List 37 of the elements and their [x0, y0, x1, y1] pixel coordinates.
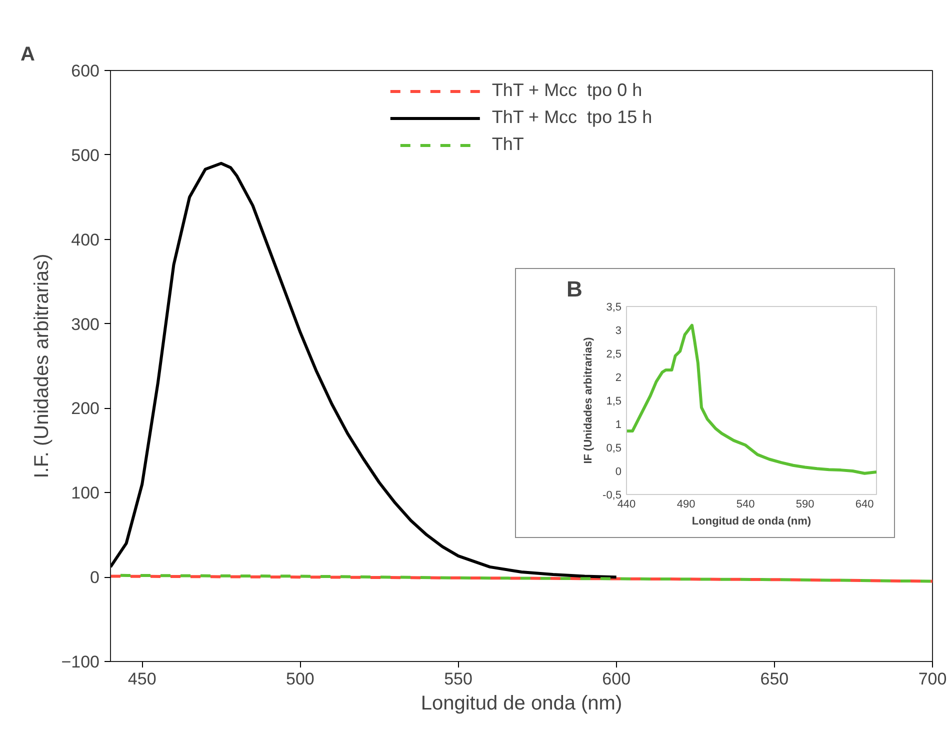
y-tick-label: 0,5 [606, 442, 622, 454]
legend-label: ThT + Mcc tpo 15 h [492, 107, 652, 128]
x-tick-label: 450 [128, 670, 156, 688]
x-tick-label: 540 [736, 498, 755, 510]
x-tick-label: 490 [676, 498, 696, 510]
x-axis-title: Longitud de onda (nm) [420, 692, 622, 714]
y-tick-label: 3,5 [606, 302, 622, 314]
x-tick-label: 440 [617, 498, 636, 510]
y-tick-label: −100 [61, 652, 100, 672]
x-tick-label: 550 [444, 670, 472, 688]
x-axis-title: Longitud de onda (nm) [692, 516, 812, 528]
y-tick-label: 3 [615, 325, 622, 337]
y-axis-title: IF (Unidades arbitrarias) [582, 336, 595, 464]
y-tick-label: 300 [71, 314, 100, 334]
line-series [626, 324, 876, 475]
legend-label: ThT [492, 134, 524, 155]
y-axis-title: I.F. (Unidades arbitrarias) [31, 254, 54, 478]
y-tick-label: 0 [615, 466, 622, 478]
y-tick-label: 1 [615, 419, 622, 431]
x-tick-label: 640 [855, 498, 874, 510]
annotation: B [566, 276, 582, 302]
y-tick-label: -0,5 [602, 490, 622, 502]
y-tick-label: 2 [615, 372, 622, 384]
y-tick-label: 0 [90, 568, 100, 588]
legend-label: ThT + Mcc tpo 0 h [492, 80, 642, 101]
y-tick-label: 2,5 [606, 348, 622, 360]
y-tick-label: 500 [71, 146, 100, 165]
y-tick-label: 200 [71, 399, 100, 418]
text: A [20, 44, 35, 66]
y-tick-label: 400 [71, 230, 100, 250]
x-tick-label: 590 [796, 498, 814, 510]
x-tick-label: 650 [760, 670, 789, 688]
y-tick-label: 1,5 [606, 396, 622, 408]
x-tick-label: 700 [918, 670, 947, 688]
y-tick-label: 600 [71, 62, 100, 80]
x-tick-label: 500 [286, 670, 314, 688]
y-tick-label: 100 [71, 484, 100, 503]
